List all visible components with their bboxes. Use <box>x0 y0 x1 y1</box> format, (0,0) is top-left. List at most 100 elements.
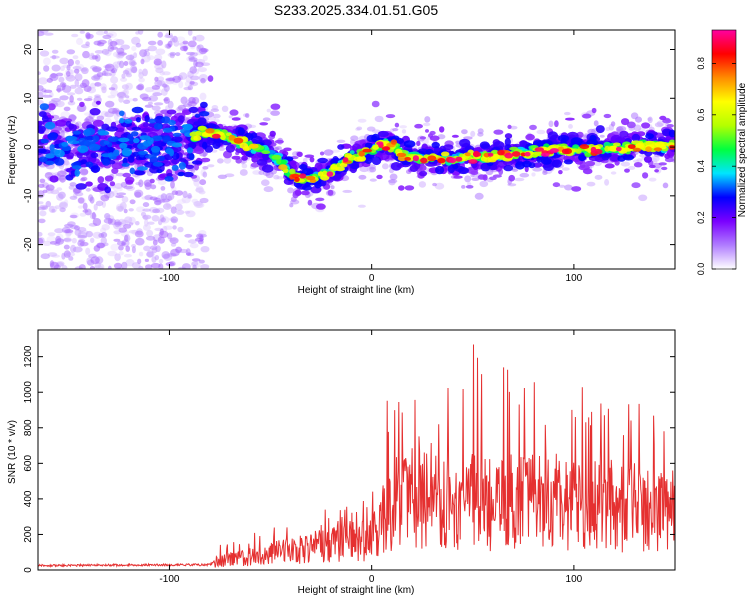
spectrogram-cell <box>390 162 402 171</box>
spectrogram-cell <box>90 52 95 57</box>
spectrogram-cell <box>131 126 141 131</box>
spectrogram-cell <box>147 101 153 106</box>
spectrogram-cell <box>467 182 472 186</box>
spectrogram-cell <box>638 194 648 202</box>
spectrogram-cell <box>131 131 139 137</box>
spectrogram-cell <box>161 116 171 124</box>
x-tick-label: 0 <box>369 273 375 284</box>
spectrogram-cell <box>113 262 123 269</box>
spectrogram-cell <box>189 80 195 85</box>
spectrogram-cell <box>138 77 145 83</box>
spectrogram-cell <box>63 244 70 250</box>
spectrogram-cell <box>194 237 204 242</box>
spectrogram-cell <box>458 167 469 175</box>
spectrogram-cell <box>175 52 181 57</box>
spectrogram-cell <box>64 229 74 234</box>
spectrogram-cell <box>514 177 525 182</box>
spectrogram-cell <box>157 40 164 46</box>
spectrogram-cell <box>468 159 478 164</box>
spectrogram-cell <box>464 175 472 183</box>
spectrogram-cell <box>294 189 302 196</box>
spectrogram-cell <box>136 206 145 213</box>
spectrogram-cell <box>668 129 675 138</box>
y-tick-label: 1000 <box>23 381 34 404</box>
spectrogram-cell <box>451 134 459 138</box>
spectrogram-cell <box>654 169 659 173</box>
spectrogram-cell <box>342 157 349 163</box>
spectrogram-cell <box>326 171 334 178</box>
spectrogram-cell <box>125 179 134 185</box>
spectrogram-cell <box>39 50 50 57</box>
spectrogram-cell <box>199 197 209 204</box>
spectrogram-cell <box>371 100 380 108</box>
spectrogram-cell <box>191 160 203 165</box>
spectrogram-cell <box>93 245 101 252</box>
colorbar-tick-label: 0.4 <box>696 160 706 173</box>
spectrogram-cell <box>471 177 480 181</box>
spectrogram-cell <box>55 119 67 127</box>
spectrogram-cell <box>604 163 615 169</box>
spectrogram-cell <box>344 153 352 159</box>
spectrogram-cell <box>119 60 125 69</box>
spectrogram-cell <box>66 64 71 71</box>
spectrogram-cell <box>134 230 144 238</box>
spectrogram-cell <box>184 233 193 238</box>
spectrogram-cell <box>604 179 610 186</box>
colorbar-label: Normalized spectral amplitude <box>737 82 748 217</box>
spectrogram-cell <box>38 121 43 126</box>
spectrogram-cell <box>337 144 345 150</box>
spectrogram-cell <box>91 211 96 220</box>
spectrogram-cell <box>464 152 471 157</box>
spectrogram-cell <box>465 185 474 189</box>
spectrogram-cell <box>146 229 154 237</box>
spectrogram-cell <box>273 174 280 180</box>
spectrogram-cell <box>579 144 590 150</box>
spectrogram-cell <box>175 36 186 43</box>
spectrogram-cell <box>82 202 88 210</box>
spectrogram-cell <box>123 61 129 66</box>
y-tick-label: 10 <box>23 92 34 104</box>
spectrogram-cell <box>54 149 65 158</box>
spectrogram-cell <box>599 134 605 138</box>
snr-frame <box>37 329 676 571</box>
spectrogram-cell <box>586 181 596 187</box>
spectrogram-cell <box>251 155 259 163</box>
spectrogram-cell <box>432 182 437 187</box>
spectrogram-cell <box>301 168 314 176</box>
spectrogram-cell <box>401 129 407 134</box>
spectrogram-cell <box>218 146 225 151</box>
spectrogram-cell <box>448 157 457 164</box>
spectrogram-cell <box>66 92 76 96</box>
spectrogram-cell <box>104 186 111 194</box>
spectrogram-cell <box>511 168 519 172</box>
spectrogram-cell <box>534 147 544 152</box>
spectrogram-cell <box>571 186 582 192</box>
spectrogram-cell <box>200 101 208 109</box>
spectrogram-x-axis-label: Height of straight line (km) <box>298 285 415 296</box>
spectrogram-cell <box>63 106 71 112</box>
spectrogram-cell <box>167 100 174 109</box>
spectrogram-cell <box>124 118 133 124</box>
spectrogram-cell <box>187 193 192 199</box>
spectrogram-cell <box>371 156 382 166</box>
spectrogram-cell <box>632 147 642 152</box>
spectrogram-cell <box>504 152 514 159</box>
spectrogram-cell <box>487 157 497 163</box>
spectrogram-cell <box>525 133 535 141</box>
spectrogram-cell <box>89 108 101 116</box>
spectrogram-cell <box>648 177 657 182</box>
spectrogram-cell <box>258 170 265 175</box>
spectrogram-cell <box>294 177 300 182</box>
spectrogram-cell <box>540 152 550 157</box>
spectrogram-cell <box>563 159 574 165</box>
spectrogram-cell <box>73 225 80 231</box>
spectrogram-cell <box>207 75 214 82</box>
spectrogram-cell <box>166 109 177 115</box>
spectrogram-cell <box>38 148 47 154</box>
spectrogram-cell <box>171 158 180 165</box>
spectrogram-cell <box>121 242 126 246</box>
spectrogram-cell <box>43 65 50 72</box>
spectrogram-cell <box>191 261 199 267</box>
spectrogram-cell <box>353 156 364 162</box>
spectrogram-cell <box>54 228 64 234</box>
